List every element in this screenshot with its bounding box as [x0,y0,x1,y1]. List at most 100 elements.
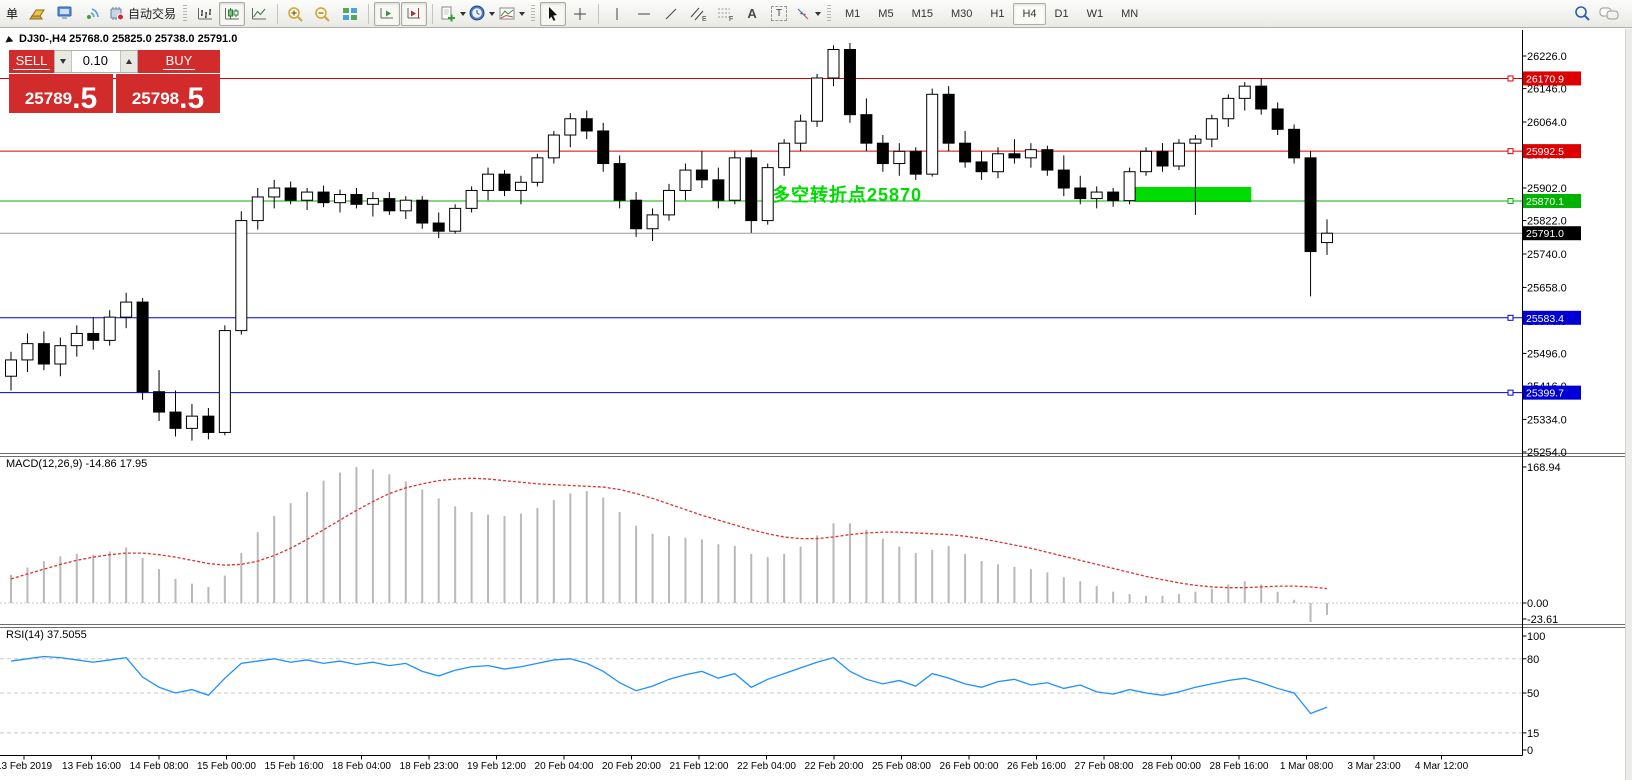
timeframe-h4[interactable]: H4 [1013,2,1046,25]
autotrading-button[interactable]: 自动交易 [106,2,178,26]
symbol-title: DJ30-,H4 25768.0 25825.0 25738.0 25791.0 [4,33,238,45]
timeframe-w1[interactable]: W1 [1086,7,1104,20]
collapse-panel-arrow-icon[interactable] [4,35,14,43]
chat-icon[interactable] [1596,2,1622,26]
macd-panel [0,467,1523,623]
buy-price-int: 25798 [131,89,180,108]
indicators-button[interactable] [497,2,526,26]
toolbar-gripper[interactable] [827,4,832,23]
candle [728,157,741,201]
price-badge [1523,226,1581,241]
svg-text:14 Feb 08:00: 14 Feb 08:00 [130,761,189,772]
chart-shift-icon[interactable] [401,1,428,26]
bar-chart-icon[interactable] [192,2,218,26]
candle [794,120,807,144]
crosshair-icon[interactable] [567,2,593,26]
timeframe-m5[interactable]: M5 [878,7,894,20]
candlestick-chart-icon[interactable] [219,1,246,26]
svg-text:25791.0: 25791.0 [1526,228,1564,240]
arrows-button[interactable] [793,2,822,26]
horizontal-line-icon[interactable] [631,2,657,26]
search-icon[interactable] [1569,2,1595,26]
tile-windows-icon[interactable] [337,2,363,26]
volume-input[interactable]: 0.10 [82,53,108,68]
timeframe-mn[interactable]: MN [1121,7,1139,20]
metaeditor-icon[interactable] [52,2,78,26]
auto-scroll-icon[interactable] [374,1,401,26]
time-axis: 13 Feb 2019 13 Feb 16:00 14 Feb 08:00 15 Fe… [0,755,1469,772]
toolbar-gripper[interactable] [531,4,536,23]
svg-text:F: F [729,16,733,22]
macd-signal-line [10,477,1328,590]
timeframe-m15[interactable]: M15 [911,7,933,20]
candle [482,173,495,191]
triangle-up-icon [126,59,132,64]
cursor-icon[interactable] [540,1,567,26]
candle [432,222,445,232]
timeframe-m1[interactable]: M1 [845,7,861,20]
new-order-label[interactable]: 单 [6,7,19,21]
timeframe-m30[interactable]: M30 [950,7,973,20]
candle [1074,187,1087,200]
candle [564,118,577,136]
svg-text:28 Feb 16:00: 28 Feb 16:00 [1210,761,1269,772]
new-order-icon[interactable] [25,2,51,26]
fibonacci-icon[interactable]: F [712,2,738,26]
sell-button[interactable]: SELL [9,50,54,73]
svg-text:18 Feb 23:00: 18 Feb 23:00 [400,761,459,772]
volume-decrease-button[interactable] [55,51,72,72]
candle [531,157,544,183]
sell-price-int: 25789 [24,89,73,108]
candle [679,169,692,191]
trendline-icon[interactable] [658,2,684,26]
candle [926,93,939,175]
candle [465,189,478,209]
svg-text:26 Feb 16:00: 26 Feb 16:00 [1007,761,1066,772]
candle [54,345,67,365]
periods-button[interactable] [468,2,496,26]
text-icon[interactable]: A [747,6,757,21]
buy-price-display[interactable]: 25798 .5 [116,74,220,113]
equidistant-channel-icon[interactable]: E [685,2,711,26]
new-chart-icon [441,6,456,21]
macd-indicator-label: MACD(12,26,9) -14.86 17.95 [6,458,148,470]
candle [959,142,972,163]
candle [399,199,412,212]
volume-increase-button[interactable] [120,51,137,72]
vertical-line-icon[interactable] [604,2,630,26]
svg-text:18 Feb 04:00: 18 Feb 04:00 [332,761,391,772]
candle [942,93,955,144]
candle [1205,118,1218,140]
new-chart-button[interactable] [438,2,467,26]
svg-text:13 Feb 2019: 13 Feb 2019 [0,761,53,772]
chart-annotation-text[interactable]: 多空转折点25870 [772,185,923,205]
buy-button[interactable]: BUY [138,50,220,73]
svg-text:27 Feb 08:00: 27 Feb 08:00 [1075,761,1134,772]
signals-icon[interactable] [79,2,105,26]
sell-price-display[interactable]: 25789 .5 [9,74,113,113]
timeframe-h1[interactable]: H1 [990,7,1005,20]
level-line-handle [1507,314,1514,321]
zoom-out-icon[interactable] [310,2,336,26]
price-axis: 26226.026146.026064.025984.025902.025822… [1522,51,1567,757]
candle [761,167,774,222]
svg-text:E: E [702,16,707,22]
text-label-icon[interactable]: T [766,2,792,26]
one-click-trade-panel: SELL 0.10 BUY 25789 .5 25798 .5 [9,50,220,113]
timeframe-d1[interactable]: D1 [1054,7,1069,20]
candle [597,130,610,165]
candle [153,391,166,413]
toolbar-gripper[interactable] [183,4,188,23]
candle [498,173,511,191]
candle [1123,171,1136,202]
triangle-down-icon [60,59,66,64]
svg-text:25658.0: 25658.0 [1527,282,1567,294]
symbol-ohlc-text: DJ30-,H4 25768.0 25825.0 25738.0 25791.0 [19,33,238,45]
right-edge-strip [1625,29,1632,780]
zoom-in-icon[interactable] [283,2,309,26]
rsi-line [10,655,1328,715]
line-chart-icon[interactable] [246,2,272,26]
candle [778,142,791,169]
toolbar-separator [277,3,279,24]
